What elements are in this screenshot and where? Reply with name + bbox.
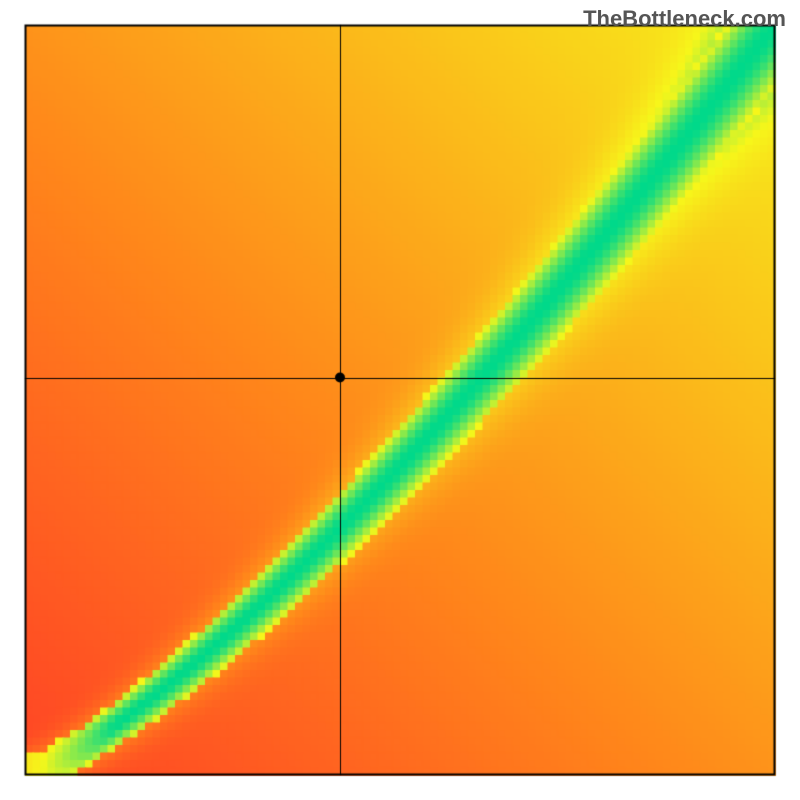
watermark-text: TheBottleneck.com [583, 6, 786, 32]
bottleneck-heatmap: TheBottleneck.com [0, 0, 800, 800]
crosshair-overlay [0, 0, 800, 800]
